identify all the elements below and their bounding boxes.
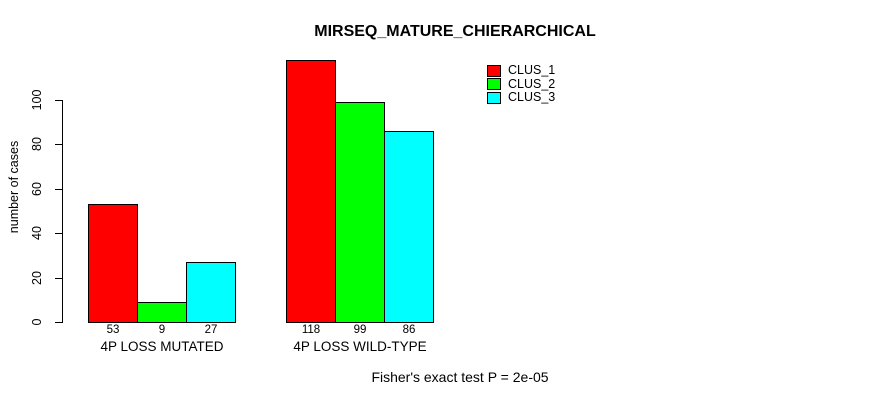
y-tick-label: 80 <box>30 137 44 152</box>
bar-value-label: 9 <box>158 324 166 336</box>
legend-item: CLUS_1 <box>487 63 556 78</box>
y-tick-label: 40 <box>30 226 44 241</box>
y-tick-label: 20 <box>30 270 44 285</box>
y-tick <box>55 322 62 323</box>
legend-label: CLUS_3 <box>508 90 556 104</box>
x-group-label: 4P LOSS MUTATED <box>100 339 224 354</box>
x-group-label: 4P LOSS WILD-TYPE <box>293 339 427 354</box>
bar <box>384 131 434 323</box>
chart-title: MIRSEQ_MATURE_CHIERARCHICAL <box>314 23 596 40</box>
legend-item: CLUS_2 <box>487 76 556 92</box>
bar <box>186 262 236 323</box>
legend-swatch <box>487 91 501 104</box>
legend: CLUS_1 CLUS_2 CLUS_3 <box>487 63 556 105</box>
y-axis-line <box>62 100 63 323</box>
legend-item: CLUS_3 <box>487 90 556 105</box>
legend-swatch <box>487 78 501 91</box>
y-tick-label: 100 <box>30 89 44 111</box>
y-tick-label: 60 <box>30 181 44 196</box>
bar <box>88 204 138 323</box>
bar <box>286 60 336 323</box>
bar-value-label: 99 <box>353 324 367 336</box>
fisher-test-note: Fisher's exact test P = 2e-05 <box>371 369 549 385</box>
bar-value-label: 86 <box>402 324 416 336</box>
y-tick <box>55 233 62 235</box>
y-tick <box>55 277 62 279</box>
bar-value-label: 53 <box>106 324 120 336</box>
legend-label: CLUS_1 <box>508 63 556 77</box>
y-tick-label: 0 <box>30 318 44 326</box>
bar-value-label: 27 <box>204 324 218 336</box>
legend-label: CLUS_2 <box>508 76 556 91</box>
bar <box>137 302 187 323</box>
y-tick <box>55 144 62 146</box>
bar-value-label: 118 <box>301 324 321 336</box>
y-tick <box>55 100 62 101</box>
legend-swatch <box>487 64 501 77</box>
y-tick <box>55 188 62 190</box>
bar <box>335 102 385 323</box>
